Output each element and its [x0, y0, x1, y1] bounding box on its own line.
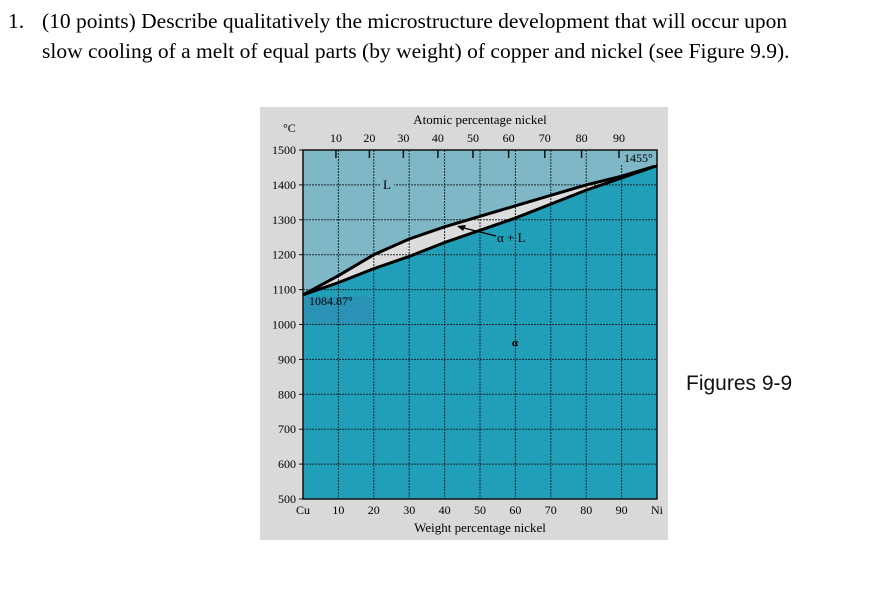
y-tick-label: 1300 [272, 213, 296, 227]
top-axis-label: Atomic percentage nickel [413, 112, 547, 127]
x-tick-label: 50 [474, 503, 486, 517]
arrowhead-icon [457, 225, 466, 231]
x-tick-label: Ni [651, 503, 664, 517]
alpha-label: α [512, 337, 519, 349]
y-tick-label: 800 [278, 387, 296, 401]
x-tick-label: Cu [296, 503, 310, 517]
question-number: 1. [8, 9, 25, 33]
y-tick-label: 1000 [272, 318, 296, 332]
top-tick-label: 50 [467, 131, 479, 145]
y-tick-label: 1200 [272, 248, 296, 262]
x-tick-label: 90 [616, 503, 628, 517]
liquid-label: L [383, 177, 391, 192]
x-tick-label: 70 [545, 503, 557, 517]
question-line-2: slow cooling of a melt of equal parts (b… [42, 39, 790, 63]
top-tick-label: 10 [330, 131, 342, 145]
y-tick-label: 1100 [272, 283, 296, 297]
solidus-line [302, 164, 658, 297]
y-tick-label: 600 [278, 457, 296, 471]
y-tick-label: 700 [278, 422, 296, 436]
y-tick-label: 900 [278, 352, 296, 366]
ni-melting-point-label: 1455° [624, 151, 653, 165]
cu-melting-point-label: 1084.87° [309, 294, 353, 308]
x-tick-label: 40 [439, 503, 451, 517]
two-phase-pointer [459, 226, 497, 237]
y-axis-unit: °C [283, 121, 296, 135]
x-tick-label: 20 [368, 503, 380, 517]
two-phase-label: α + L [497, 230, 526, 245]
top-tick-label: 60 [503, 131, 515, 145]
top-tick-label: 40 [432, 131, 444, 145]
x-axis-label: Weight percentage nickel [414, 520, 546, 535]
top-tick-label: 90 [613, 131, 625, 145]
ni-melt-label-bg [621, 151, 656, 165]
top-tick-label: 80 [576, 131, 588, 145]
x-tick-label: 80 [580, 503, 592, 517]
figure-label: Figures 9-9 [686, 372, 793, 395]
y-tick-label: 1400 [272, 178, 296, 192]
y-tick-label: 500 [278, 492, 296, 506]
liquid-label-bg [380, 178, 394, 192]
y-tick-label: 1500 [272, 143, 296, 157]
x-tick-label: 60 [509, 503, 521, 517]
top-tick-label: 70 [539, 131, 551, 145]
x-tick-label: 30 [403, 503, 415, 517]
top-tick-label: 30 [397, 131, 409, 145]
liquidus-line [302, 164, 658, 297]
cu-melt-label-box [303, 296, 372, 325]
top-tick-label: 20 [363, 131, 375, 145]
x-tick-label: 10 [332, 503, 344, 517]
question-line-1: (10 points) Describe qualitatively the m… [42, 9, 788, 33]
question-text: 1. (10 points) Describe qualitatively the… [8, 6, 790, 66]
